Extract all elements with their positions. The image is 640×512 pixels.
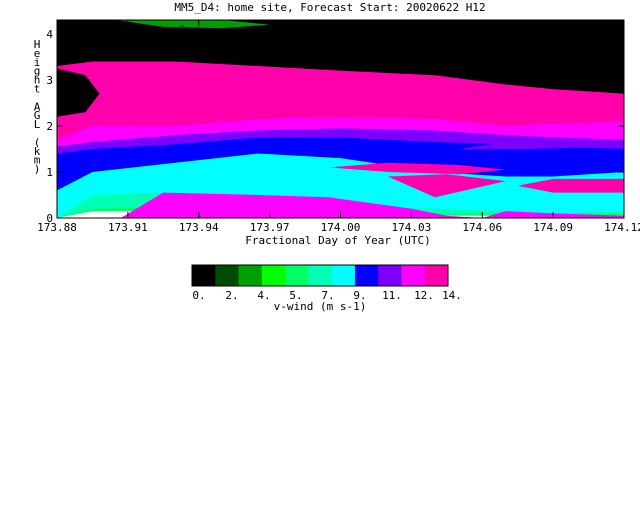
colorbar-tick-label: 12.: [414, 289, 434, 302]
y-axis-label-char: m: [34, 154, 41, 167]
x-tick-label: 173.97: [250, 221, 290, 234]
y-axis-label-char: ): [34, 163, 41, 176]
x-tick-label: 174.12: [604, 221, 640, 234]
x-tick-label: 174.03: [392, 221, 432, 234]
contour-patch-6: [116, 20, 270, 29]
contour-patch-4: [328, 162, 506, 175]
y-tick-label: 2: [46, 120, 53, 133]
colorbar-swatch: [192, 265, 216, 286]
contour-fills: [57, 20, 624, 218]
colorbar-frame: [191, 264, 449, 287]
colorbar-label: v-wind (m s-1): [274, 300, 367, 313]
y-tick-label: 3: [46, 74, 53, 87]
colorbar-swatch: [424, 265, 449, 286]
contour-patch-7: [57, 68, 100, 117]
y-axis-label-char: (: [34, 136, 41, 149]
colorbar-swatch: [215, 265, 240, 286]
y-axis-label-char: g: [34, 65, 41, 78]
contour-label: 0: [179, 24, 185, 35]
y-axis-label-char: G: [34, 109, 41, 122]
contour-patch-3: [517, 178, 624, 193]
contour-patch-2: [387, 174, 506, 198]
x-tick-label: 174.09: [533, 221, 573, 234]
y-axis-label-char: t: [34, 83, 41, 96]
colorbar-tick-label: 7.: [321, 289, 334, 302]
colorbar-swatch: [308, 265, 333, 286]
y-axis-label-char: H: [34, 38, 41, 51]
colorbar-tick-label: 11.: [382, 289, 402, 302]
colorbar-swatch: [285, 265, 309, 286]
y-axis-label-char: h: [34, 74, 41, 87]
x-axis-label: Fractional Day of Year (UTC): [245, 234, 430, 247]
contour-patch-0: [120, 192, 483, 218]
y-axis-label-char: L: [34, 118, 41, 131]
x-tick-label: 174.00: [321, 221, 361, 234]
y-tick-label: 1: [46, 166, 53, 179]
colorbar-tick-label: 5.: [289, 289, 302, 302]
y-axis-label-char: e: [34, 47, 41, 60]
y-axis-label-char: A: [34, 100, 41, 113]
colorbar-swatch: [261, 265, 286, 286]
x-tick-label: 173.94: [179, 221, 219, 234]
y-axis-label-char: i: [34, 56, 41, 69]
y-axis-label-char: k: [34, 145, 41, 158]
chart-title: MM5_D4: home site, Forecast Start: 20020…: [174, 1, 485, 14]
colorbar-tick-label: 2.: [225, 289, 238, 302]
colorbar-swatch: [378, 265, 402, 286]
colorbar-tick-label: 0.: [192, 289, 205, 302]
colorbar-swatch: [331, 265, 356, 286]
plot-area: 173.88 173.91 173.94 173.97 174.00 174.03 174.…: [37, 19, 640, 234]
x-tick-label: 173.91: [108, 221, 148, 234]
y-tick-label: 4: [46, 28, 53, 41]
x-tick-label: 174.06: [462, 221, 502, 234]
x-tick-label: 173.88: [37, 221, 77, 234]
colorbar-swatch: [401, 265, 426, 286]
y-tick-label: 0: [46, 212, 53, 225]
colorbar-swatch: [238, 265, 263, 286]
colorbar-swatch: [354, 265, 379, 286]
y-axis: 0 1 2 3 4: [46, 28, 624, 225]
colorbar-tick-label: 4.: [257, 289, 270, 302]
x-axis: 173.88 173.91 173.94 173.97 174.00 174.03 174.…: [37, 20, 640, 234]
colorbar-tick-label: 14.: [442, 289, 462, 302]
colorbar: 0. 2. 4. 5. 7. 9. 11. 12. 14.: [191, 264, 462, 302]
colorbar-tick-label: 9.: [353, 289, 366, 302]
contour-patch-5: [458, 142, 624, 149]
